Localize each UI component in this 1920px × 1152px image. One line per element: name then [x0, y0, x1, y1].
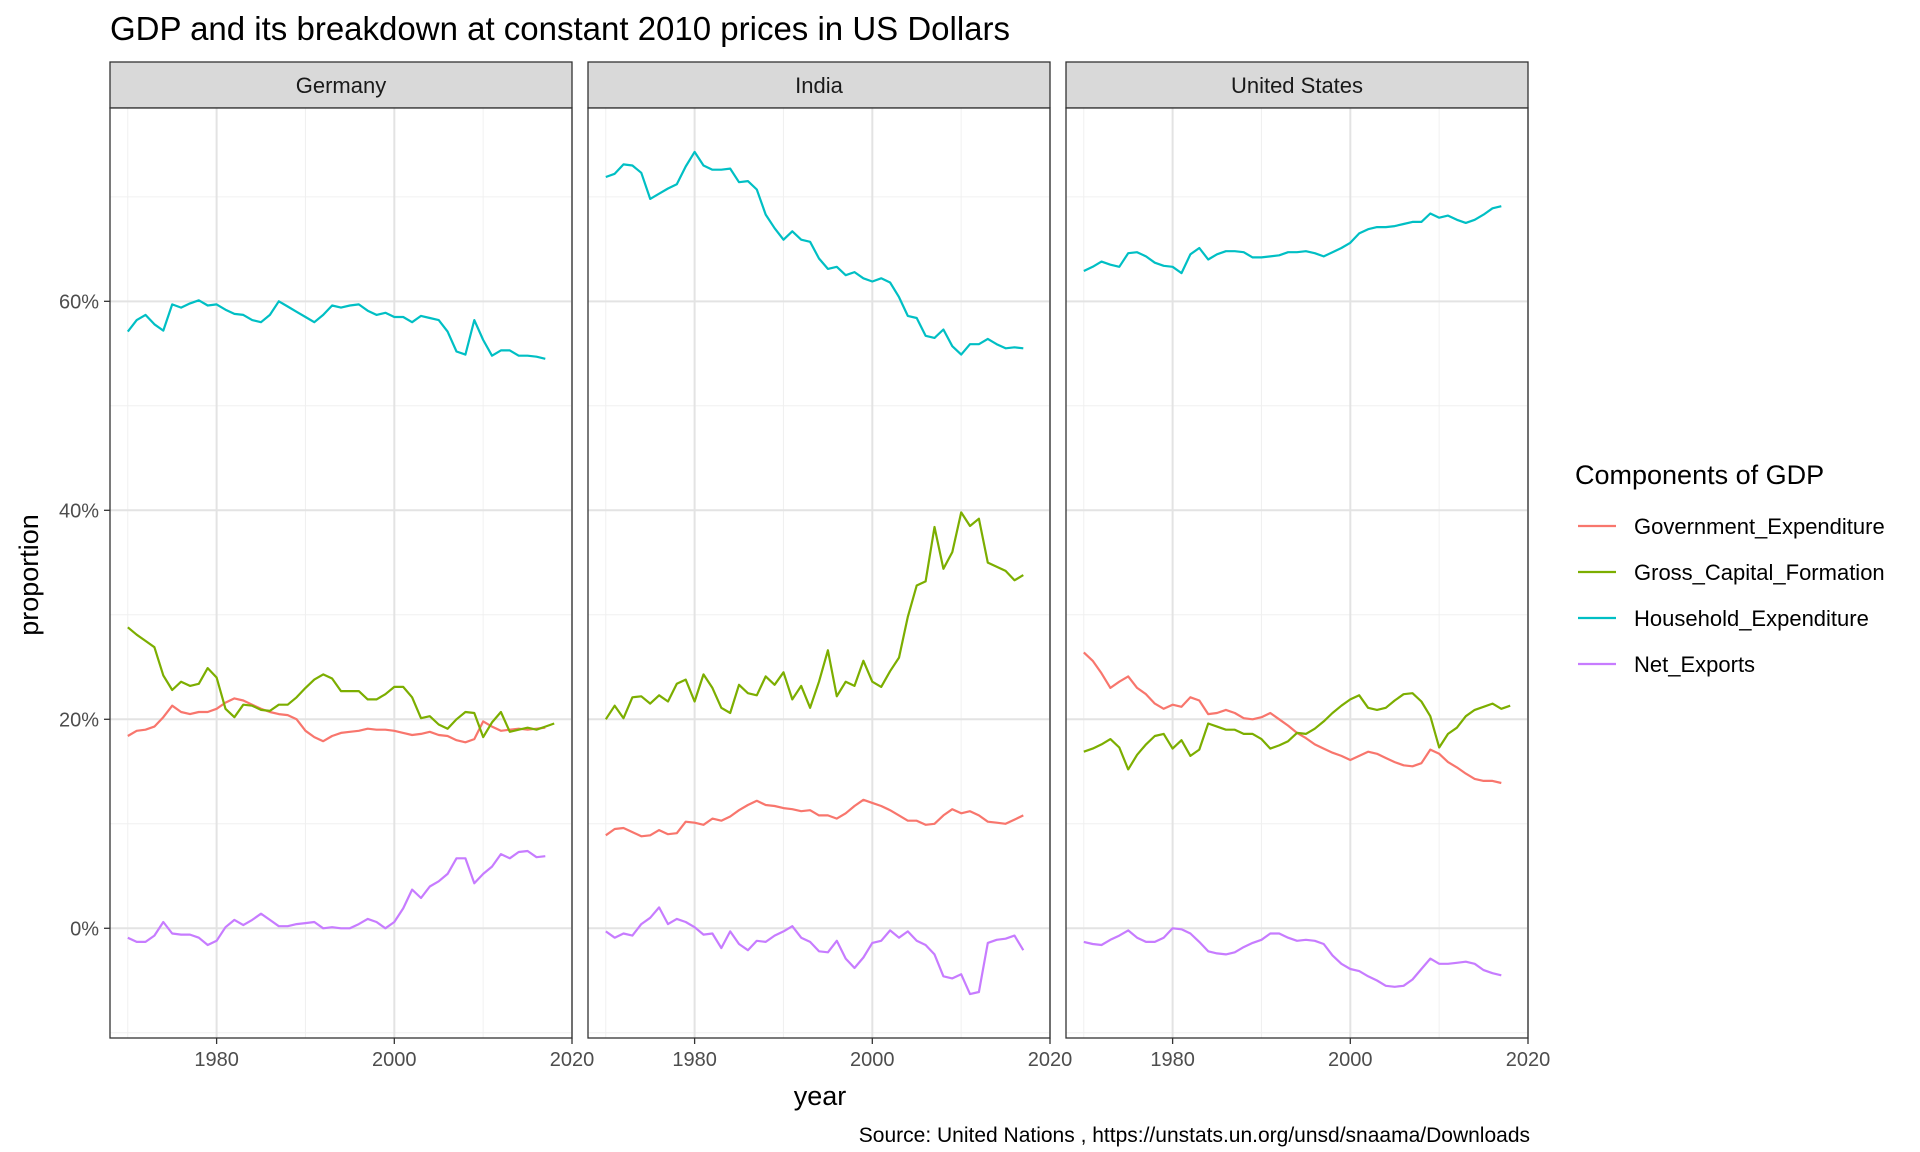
- legend-label: Household_Expenditure: [1634, 606, 1869, 631]
- source-caption: Source: United Nations , https://unstats…: [859, 1124, 1530, 1147]
- x-tick-label: 2000: [1328, 1049, 1373, 1071]
- series-line-household-expenditure: [1083, 205, 1502, 275]
- series-line-gross-capital-formation: [127, 626, 555, 739]
- facet-strip: [1065, 61, 1529, 109]
- y-tick-label: 40%: [59, 500, 99, 522]
- facet-label: Germany: [296, 73, 386, 98]
- legend-item-household-expenditure: Household_Expenditure: [1578, 606, 1869, 631]
- legend-item-net-exports: Net_Exports: [1578, 652, 1755, 677]
- series-line-household-expenditure: [605, 150, 1024, 356]
- legend-label: Net_Exports: [1634, 652, 1755, 677]
- series-line-government-expenditure: [605, 798, 1024, 838]
- legend-item-gross-capital-formation: Gross_Capital_Formation: [1578, 560, 1885, 585]
- facet-label: India: [795, 73, 843, 98]
- series-line-net-exports: [605, 906, 1025, 996]
- series-line-household-expenditure: [126, 299, 546, 360]
- facet-strip: [109, 61, 573, 109]
- y-axis-title: proportion: [14, 514, 44, 636]
- legend-item-government-expenditure: Government_Expenditure: [1578, 514, 1885, 539]
- series-line-gross-capital-formation: [1083, 692, 1511, 771]
- series-line-gross-capital-formation: [604, 511, 1024, 720]
- y-tick-label: 60%: [59, 291, 99, 313]
- x-tick-label: 1980: [194, 1049, 239, 1071]
- y-tick-label: 0%: [70, 918, 99, 940]
- panel-background: [1066, 108, 1528, 1038]
- x-tick-label: 2020: [1506, 1049, 1551, 1071]
- series-line-net-exports: [127, 849, 546, 947]
- panel-background: [110, 108, 572, 1038]
- facet-strip: [587, 61, 1051, 109]
- legend-label: Gross_Capital_Formation: [1634, 560, 1885, 585]
- panel-germany: Germany 1980 2000 2020 0% 20% 40% 60%: [59, 61, 595, 1071]
- x-tick-label: 2020: [550, 1049, 595, 1071]
- series-line-government-expenditure: [1083, 651, 1502, 785]
- panel-border: [1065, 107, 1529, 1039]
- panel-border: [109, 107, 573, 1039]
- legend: Components of GDP Government_Expenditure…: [1575, 460, 1885, 677]
- y-tick-label: 20%: [59, 709, 99, 731]
- panel-border: [587, 107, 1051, 1039]
- x-tick-label: 2000: [850, 1049, 895, 1071]
- facet-label: United States: [1231, 73, 1363, 98]
- legend-label: Government_Expenditure: [1634, 514, 1885, 539]
- x-tick-label: 2020: [1028, 1049, 1073, 1071]
- x-axis-title: year: [794, 1081, 847, 1111]
- panel-india: India 1980 2000 2020: [587, 61, 1073, 1071]
- panel-background: [588, 108, 1050, 1038]
- panels: Germany 1980 2000 2020 0% 20% 40% 60% India 1980 2…: [59, 61, 1551, 1071]
- legend-title: Components of GDP: [1575, 460, 1824, 490]
- x-tick-label: 1980: [1150, 1049, 1195, 1071]
- series-line-government-expenditure: [127, 697, 546, 744]
- legend-items: Government_Expenditure Gross_Capital_Form…: [1578, 514, 1885, 677]
- chart-title: GDP and its breakdown at constant 2010 p…: [110, 10, 1010, 47]
- panel-united-states: United States 1980 2000 2020: [1065, 61, 1551, 1071]
- series-line-net-exports: [1083, 927, 1502, 988]
- x-tick-label: 2000: [372, 1049, 417, 1071]
- x-tick-label: 1980: [672, 1049, 717, 1071]
